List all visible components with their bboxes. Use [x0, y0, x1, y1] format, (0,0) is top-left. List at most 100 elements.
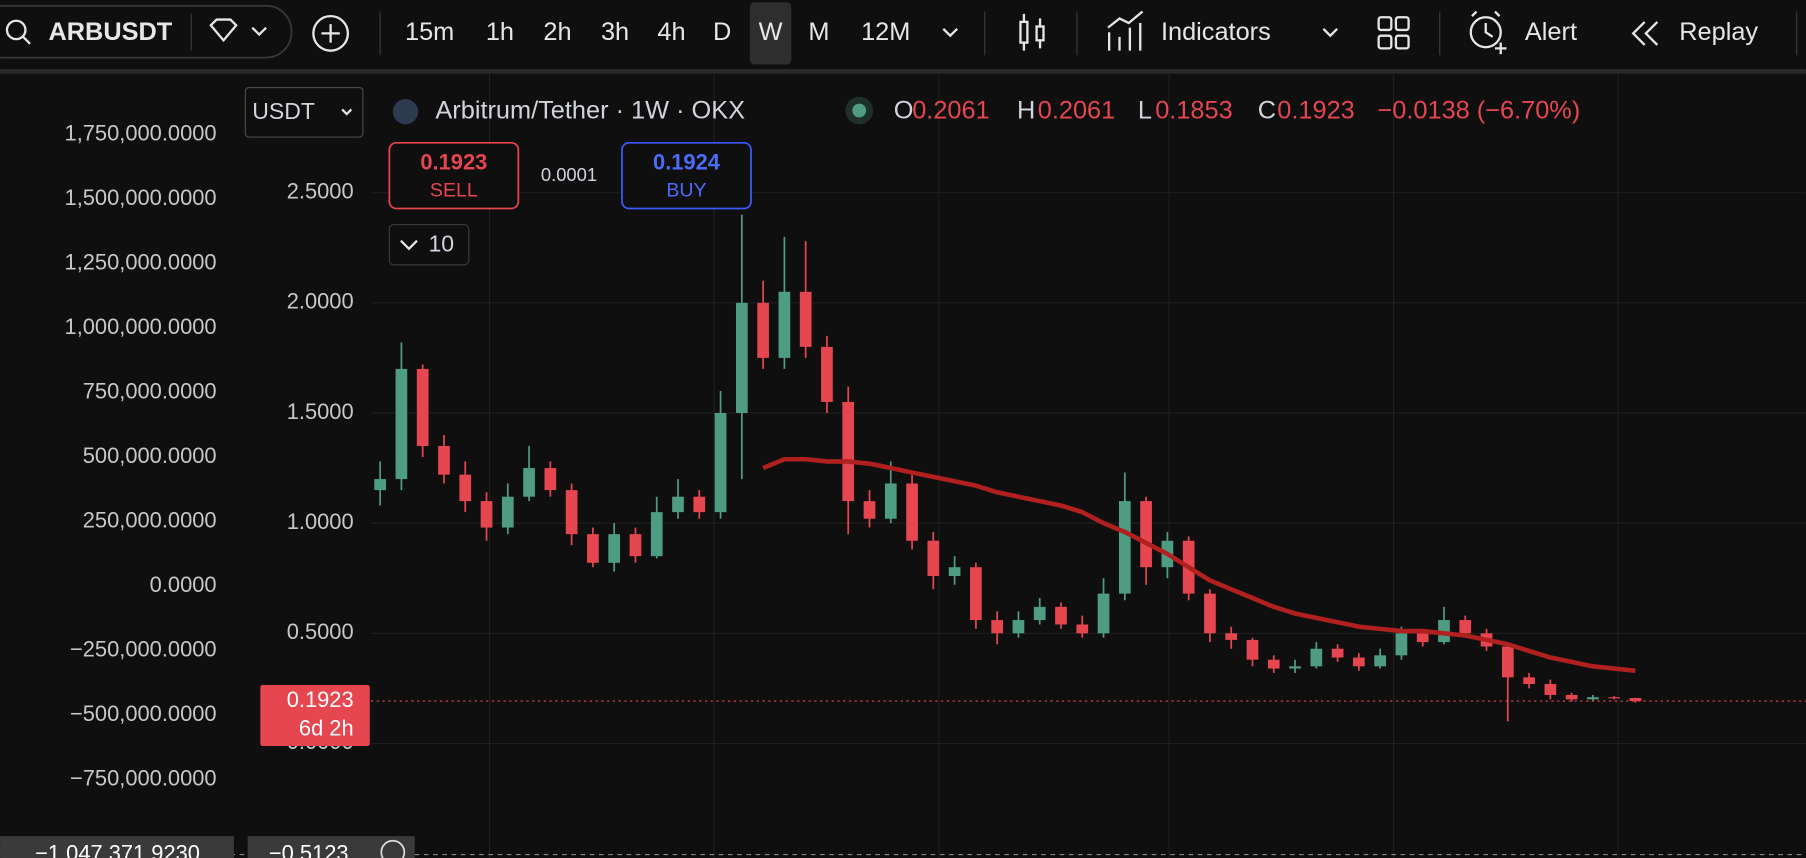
y-tick-label: 1.5000	[287, 399, 354, 424]
sell-label: SELL	[430, 179, 478, 201]
y2-tick-label: 0.0000	[150, 572, 217, 597]
overlay: 0.1923 6d 2h −1,047,371.9230 −0.5123	[0, 684, 1806, 858]
chevron[interactable]	[1322, 27, 1338, 38]
trade-panel: 0.1923 SELL 0.0001 0.1924 BUY 10	[388, 141, 752, 266]
candle-body	[1629, 698, 1642, 702]
icon-part	[1377, 34, 1393, 50]
candle-body	[1055, 606, 1067, 625]
coin-icon	[392, 99, 419, 125]
candle-body	[416, 368, 429, 447]
ohlc-value: 0.1923	[1277, 96, 1354, 124]
interval[interactable]: 4h	[657, 18, 685, 46]
interval[interactable]: 15m	[405, 18, 454, 46]
ohlc-value: 0.2061	[912, 96, 989, 124]
countdown: 6d 2h	[299, 716, 354, 741]
candle-body	[884, 483, 897, 519]
interval[interactable]: 12M	[861, 18, 910, 46]
crosshair-add	[380, 839, 406, 858]
moving-average	[762, 456, 1636, 674]
y2-tick-label: 1,000,000.0000	[65, 314, 217, 339]
candle-body	[1544, 683, 1557, 695]
alert-button[interactable]: Alert	[1525, 18, 1577, 46]
candle-body	[821, 346, 833, 402]
plot: 0.0000 0.5000 1.0000 1.5000 2.0000 2.5000 −750…	[65, 121, 1806, 790]
candle-body	[1501, 646, 1514, 678]
search-icon	[22, 36, 31, 45]
candle-body	[1523, 677, 1535, 684]
icon-part	[1394, 16, 1410, 32]
vertical-grid	[488, 73, 1619, 858]
ohlc-label: L	[1138, 96, 1152, 124]
candle-body	[1033, 606, 1046, 621]
active-interval	[749, 2, 792, 65]
candle-body	[906, 483, 918, 541]
y2-tick-label: 1,250,000.0000	[65, 250, 217, 275]
replay-button[interactable]: Replay	[1679, 18, 1758, 46]
indicators-button[interactable]: Indicators	[1161, 18, 1271, 46]
symbol[interactable]: ARBUSDT	[48, 18, 172, 46]
lots: 10	[429, 230, 455, 256]
candle-body	[863, 501, 876, 519]
legend: Arbitrum/Tether · 1W · OKX O 0.2061 H 0.…	[392, 96, 1580, 125]
last-price-box	[260, 684, 370, 746]
crosshair-y-label: −0.5123	[269, 840, 349, 858]
icon-part	[1394, 34, 1410, 50]
candle-body	[459, 474, 472, 502]
candle-body	[1459, 620, 1472, 634]
interval[interactable]: 3h	[601, 18, 629, 46]
candle-body	[1374, 655, 1386, 667]
candle-body	[608, 534, 621, 563]
chevron[interactable]	[251, 26, 267, 37]
candle-body	[480, 501, 493, 528]
interval[interactable]: 2h	[543, 18, 571, 46]
ohlc-label: O	[894, 96, 914, 124]
y2-tick-label: −750,000.0000	[70, 765, 217, 790]
candle-body	[735, 302, 748, 413]
candle-body	[544, 468, 557, 491]
ohlc-value: 0.1853	[1155, 96, 1232, 124]
candle-body	[1331, 648, 1344, 658]
candle-body	[1267, 659, 1280, 669]
candle-body	[799, 291, 812, 347]
candle-body	[1310, 648, 1323, 667]
chevron[interactable]	[942, 27, 958, 38]
candle-body	[1587, 697, 1599, 700]
add-button[interactable]	[312, 14, 350, 52]
sell-button[interactable]	[388, 141, 520, 210]
gem-icon[interactable]	[209, 18, 238, 43]
candle-body	[1246, 639, 1259, 660]
layout-icon[interactable]	[1377, 16, 1410, 50]
currency-select[interactable]	[244, 86, 364, 138]
toolbar: ARBUSDT 15m 1h 2h 3h 4h D W M 12M Indica…	[0, 2, 1806, 74]
crosshair-y2-label: −1,047,371.9230	[35, 840, 200, 858]
interval[interactable]: 1h	[486, 18, 514, 46]
replay-icon[interactable]	[1631, 21, 1659, 46]
indicators-icon[interactable]	[1107, 10, 1144, 51]
chart-type-icon[interactable]	[1019, 13, 1045, 51]
y-tick-label: 2.0000	[287, 289, 354, 314]
candle-body	[1395, 633, 1408, 656]
y2-tick-label: −500,000.0000	[70, 701, 217, 726]
candle-body	[1118, 501, 1131, 594]
chevron	[400, 239, 418, 251]
candle-body	[650, 512, 663, 557]
interval[interactable]: W	[759, 18, 783, 46]
candle-body	[991, 620, 1004, 634]
buy-button[interactable]	[621, 141, 752, 210]
candle-body	[438, 446, 450, 475]
collapse-button[interactable]	[388, 224, 470, 266]
currency: USDT	[252, 98, 315, 124]
interval[interactable]: M	[808, 18, 829, 46]
symbol-box[interactable]	[0, 4, 293, 59]
icon-part	[1377, 16, 1393, 32]
candle-body	[927, 540, 940, 577]
alert-icon[interactable]	[1469, 16, 1502, 49]
interval[interactable]: D	[713, 18, 731, 46]
candle-body	[523, 468, 535, 497]
y2-tick-label: 750,000.0000	[83, 379, 217, 404]
chevron	[341, 108, 353, 116]
y2-tick-label: 250,000.0000	[83, 507, 217, 532]
candle-body	[1289, 666, 1301, 669]
